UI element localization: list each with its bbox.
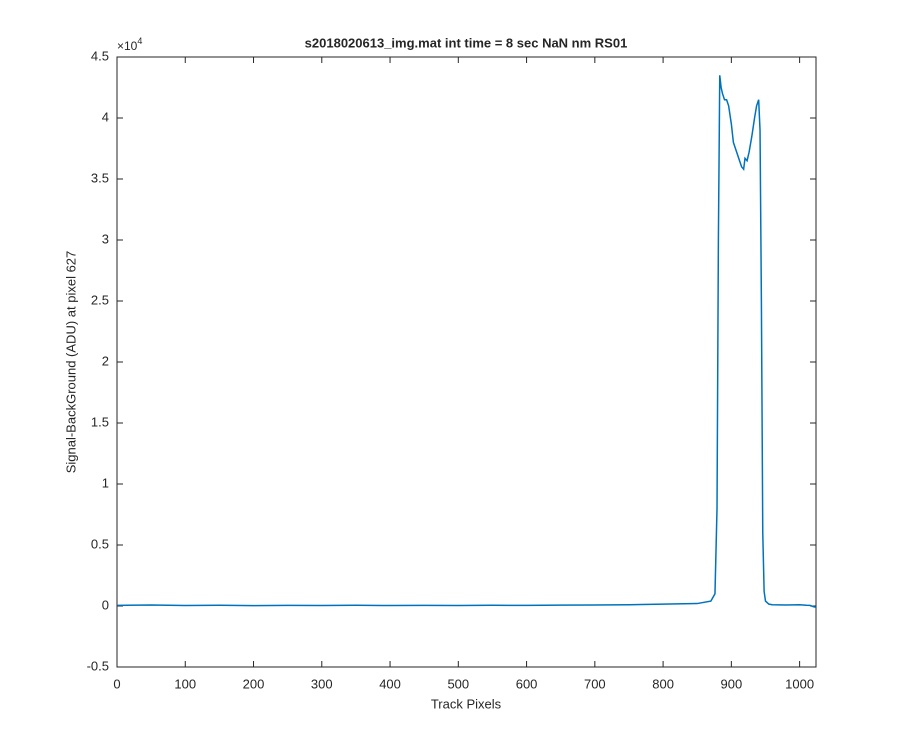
y-tick-label: 2.5 bbox=[91, 292, 109, 307]
x-tick-label: 200 bbox=[243, 676, 265, 691]
y-tick-label: 0 bbox=[102, 597, 109, 612]
x-tick-label: 700 bbox=[584, 676, 606, 691]
plot-box bbox=[116, 56, 817, 668]
y-tick-label: 1 bbox=[102, 475, 109, 490]
x-tick-label: 500 bbox=[447, 676, 469, 691]
y-tick-label: -0.5 bbox=[87, 658, 109, 673]
x-tick-label: 800 bbox=[652, 676, 674, 691]
x-tick-label: 400 bbox=[379, 676, 401, 691]
y-tick-label: 4.5 bbox=[91, 48, 109, 63]
y-tick-label: 1.5 bbox=[91, 414, 109, 429]
x-tick-label: 300 bbox=[311, 676, 333, 691]
x-tick-label: 0 bbox=[113, 676, 120, 691]
y-tick-label: 3 bbox=[102, 231, 109, 246]
y-multiplier: ×104 bbox=[117, 36, 142, 53]
x-tick-label: 900 bbox=[721, 676, 743, 691]
chart-title: s2018020613_img.mat int time = 8 sec NaN… bbox=[305, 35, 628, 50]
x-tick-label: 100 bbox=[174, 676, 196, 691]
y-tick-label: 0.5 bbox=[91, 536, 109, 551]
y-multiplier-base: ×10 bbox=[117, 39, 138, 53]
y-multiplier-power: 4 bbox=[137, 36, 142, 46]
x-axis-label: Track Pixels bbox=[431, 696, 502, 711]
y-axis-label: Signal-BackGround (ADU) at pixel 627 bbox=[63, 251, 78, 474]
y-tick-label: 2 bbox=[102, 353, 109, 368]
y-tick-label: 3.5 bbox=[91, 170, 109, 185]
y-tick-label: 4 bbox=[102, 109, 109, 124]
x-tick-label: 1000 bbox=[785, 676, 814, 691]
x-tick-label: 600 bbox=[516, 676, 538, 691]
data-line bbox=[117, 75, 817, 608]
